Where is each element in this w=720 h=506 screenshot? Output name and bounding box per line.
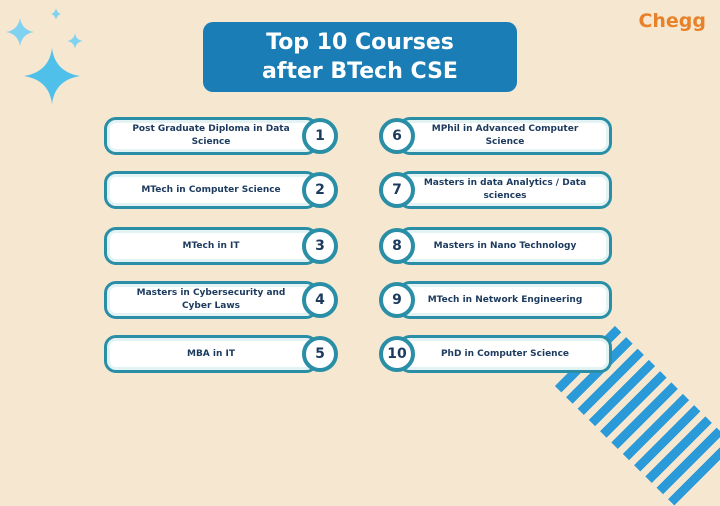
course-number-badge: 10	[379, 336, 415, 372]
course-number-badge: 8	[379, 228, 415, 264]
course-label: MPhil in Advanced Computer Science	[431, 124, 579, 147]
course-number-badge: 4	[302, 282, 338, 318]
course-label: MTech in IT	[182, 240, 240, 251]
course-label: MTech in Network Engineering	[427, 294, 583, 305]
course-number-badge: 1	[302, 118, 338, 154]
course-item: MPhil in Advanced Computer Science	[398, 117, 612, 155]
course-number-badge: 3	[302, 228, 338, 264]
course-label: Masters in data Analytics / Data science…	[423, 178, 587, 201]
course-label: MBA in IT	[186, 348, 236, 359]
course-number-badge: 7	[379, 172, 415, 208]
course-number-badge: 9	[379, 282, 415, 318]
course-item: MBA in IT	[104, 335, 318, 373]
course-number-badge: 5	[302, 336, 338, 372]
course-number-badge: 6	[379, 118, 415, 154]
course-item: Masters in data Analytics / Data science…	[398, 171, 612, 209]
course-item: Post Graduate Diploma in Data Science	[104, 117, 318, 155]
course-label: Masters in Nano Technology	[433, 240, 577, 251]
course-item: Masters in Nano Technology	[398, 227, 612, 265]
course-item: PhD in Computer Science	[398, 335, 612, 373]
course-item: Masters in Cybersecurity and Cyber Laws	[104, 281, 318, 319]
course-label: Masters in Cybersecurity and Cyber Laws	[136, 288, 286, 311]
course-label: MTech in Computer Science	[141, 184, 281, 195]
course-number-badge: 2	[302, 172, 338, 208]
course-label: Post Graduate Diploma in Data Science	[132, 124, 290, 147]
sparkle-stars-icon	[6, 8, 83, 104]
title-line-1: Top 10 Courses	[266, 30, 454, 55]
course-item: MTech in IT	[104, 227, 318, 265]
chegg-logo: Chegg	[638, 10, 706, 32]
title-line-2: after BTech CSE	[262, 59, 458, 84]
course-item: MTech in Computer Science	[104, 171, 318, 209]
course-label: PhD in Computer Science	[440, 348, 570, 359]
course-item: MTech in Network Engineering	[398, 281, 612, 319]
page-title: Top 10 Courses after BTech CSE	[203, 22, 517, 92]
